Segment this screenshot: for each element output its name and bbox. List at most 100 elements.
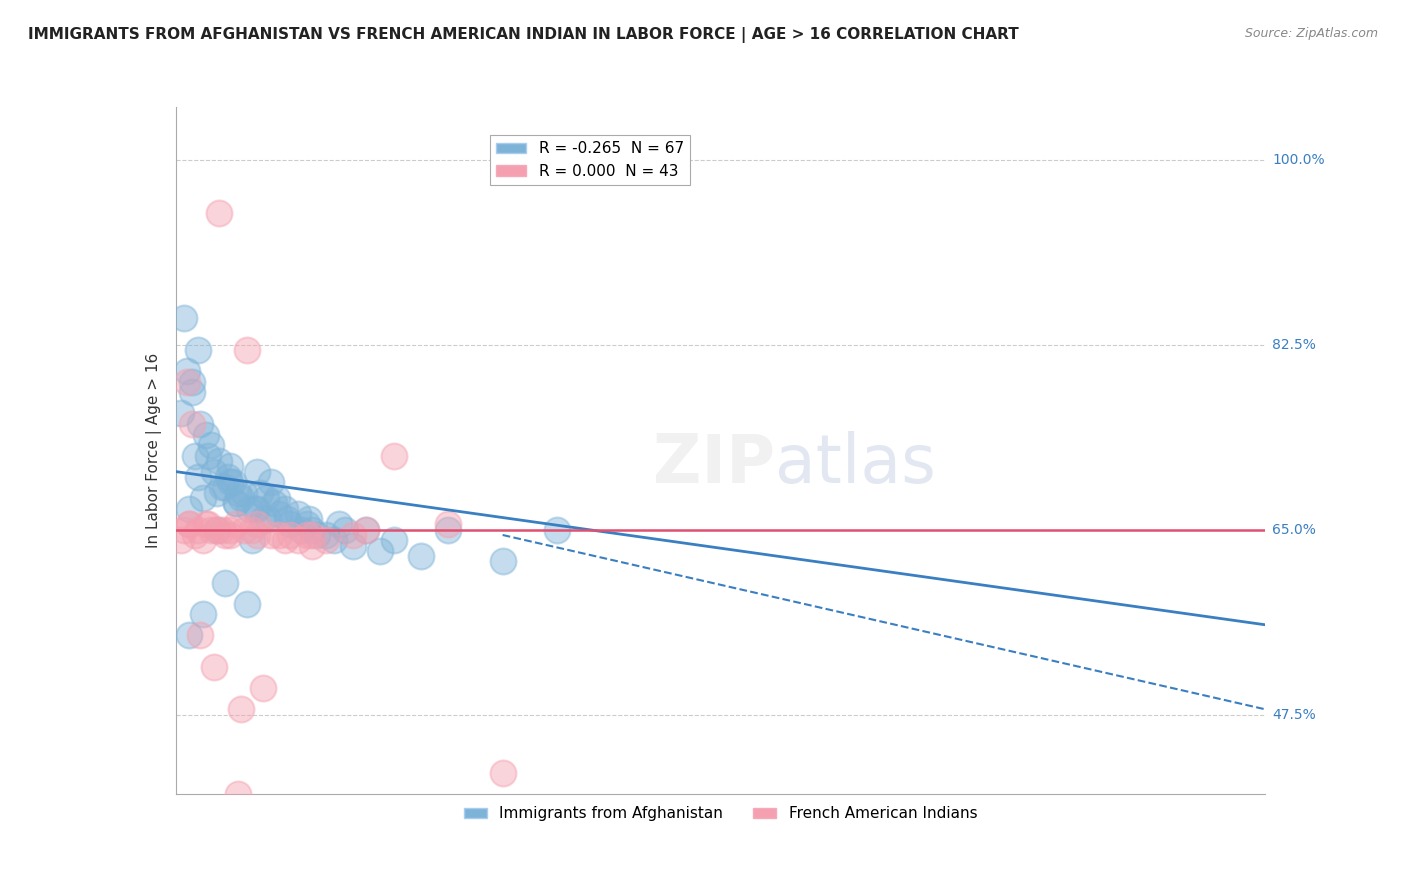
- Point: [191, 607, 214, 622]
- Point: [219, 523, 242, 537]
- Point: [184, 528, 207, 542]
- Point: [217, 470, 239, 484]
- Point: [200, 438, 222, 452]
- Text: 47.5%: 47.5%: [1272, 707, 1316, 722]
- Text: 65.0%: 65.0%: [1272, 523, 1316, 537]
- Point: [409, 549, 432, 563]
- Point: [214, 528, 236, 542]
- Point: [252, 512, 274, 526]
- Point: [238, 501, 260, 516]
- Point: [246, 517, 269, 532]
- Point: [257, 512, 280, 526]
- Point: [228, 787, 250, 801]
- Point: [263, 496, 285, 510]
- Point: [173, 523, 195, 537]
- Text: atlas: atlas: [775, 431, 936, 497]
- Legend: Immigrants from Afghanistan, French American Indians: Immigrants from Afghanistan, French Amer…: [458, 800, 983, 828]
- Point: [287, 533, 309, 548]
- Point: [249, 485, 271, 500]
- Point: [191, 491, 214, 505]
- Point: [315, 528, 337, 542]
- Point: [202, 465, 225, 479]
- Point: [179, 501, 201, 516]
- Point: [232, 485, 254, 500]
- Point: [222, 475, 245, 490]
- Point: [301, 539, 323, 553]
- Point: [356, 523, 378, 537]
- Point: [382, 533, 405, 548]
- Point: [170, 533, 193, 548]
- Point: [188, 417, 211, 431]
- Point: [240, 523, 263, 537]
- Point: [176, 364, 198, 378]
- Point: [231, 491, 253, 505]
- Point: [246, 465, 269, 479]
- Point: [266, 491, 288, 505]
- Point: [269, 528, 291, 542]
- Point: [307, 528, 329, 542]
- Point: [228, 485, 250, 500]
- Point: [322, 533, 344, 548]
- Point: [170, 407, 193, 421]
- Point: [276, 512, 298, 526]
- Point: [219, 475, 242, 490]
- Point: [260, 475, 283, 490]
- Point: [546, 523, 568, 537]
- Point: [225, 496, 247, 510]
- Point: [295, 517, 318, 532]
- Point: [235, 597, 257, 611]
- Point: [287, 507, 309, 521]
- Point: [214, 480, 236, 494]
- Point: [179, 628, 201, 642]
- Point: [194, 427, 217, 442]
- Point: [260, 528, 283, 542]
- Point: [382, 449, 405, 463]
- Point: [278, 528, 301, 542]
- Point: [200, 523, 222, 537]
- Point: [173, 311, 195, 326]
- Point: [492, 554, 515, 568]
- Point: [191, 533, 214, 548]
- Point: [342, 528, 364, 542]
- Point: [179, 517, 201, 532]
- Point: [333, 523, 356, 537]
- Point: [186, 470, 209, 484]
- Point: [254, 491, 277, 505]
- Point: [368, 544, 391, 558]
- Point: [278, 517, 301, 532]
- Point: [197, 517, 219, 532]
- Point: [231, 702, 253, 716]
- Text: IMMIGRANTS FROM AFGHANISTAN VS FRENCH AMERICAN INDIAN IN LABOR FORCE | AGE > 16 : IMMIGRANTS FROM AFGHANISTAN VS FRENCH AM…: [28, 27, 1019, 43]
- Point: [246, 501, 269, 516]
- Point: [328, 517, 350, 532]
- Point: [211, 523, 233, 537]
- Point: [225, 496, 247, 510]
- Point: [437, 523, 460, 537]
- Text: 100.0%: 100.0%: [1272, 153, 1324, 167]
- Point: [176, 375, 198, 389]
- Point: [298, 512, 321, 526]
- Point: [186, 343, 209, 357]
- Point: [219, 459, 242, 474]
- Point: [205, 523, 228, 537]
- Point: [181, 417, 204, 431]
- Point: [232, 523, 254, 537]
- Point: [301, 523, 323, 537]
- Point: [235, 343, 257, 357]
- Point: [208, 454, 231, 468]
- Point: [181, 385, 204, 400]
- Point: [194, 517, 217, 532]
- Point: [274, 501, 297, 516]
- Point: [188, 628, 211, 642]
- Point: [202, 660, 225, 674]
- Point: [184, 449, 207, 463]
- Point: [290, 523, 312, 537]
- Point: [205, 523, 228, 537]
- Point: [225, 517, 247, 532]
- Point: [274, 533, 297, 548]
- Point: [315, 533, 337, 548]
- Point: [301, 528, 323, 542]
- Text: ZIP: ZIP: [652, 431, 775, 497]
- Point: [252, 681, 274, 696]
- Point: [211, 480, 233, 494]
